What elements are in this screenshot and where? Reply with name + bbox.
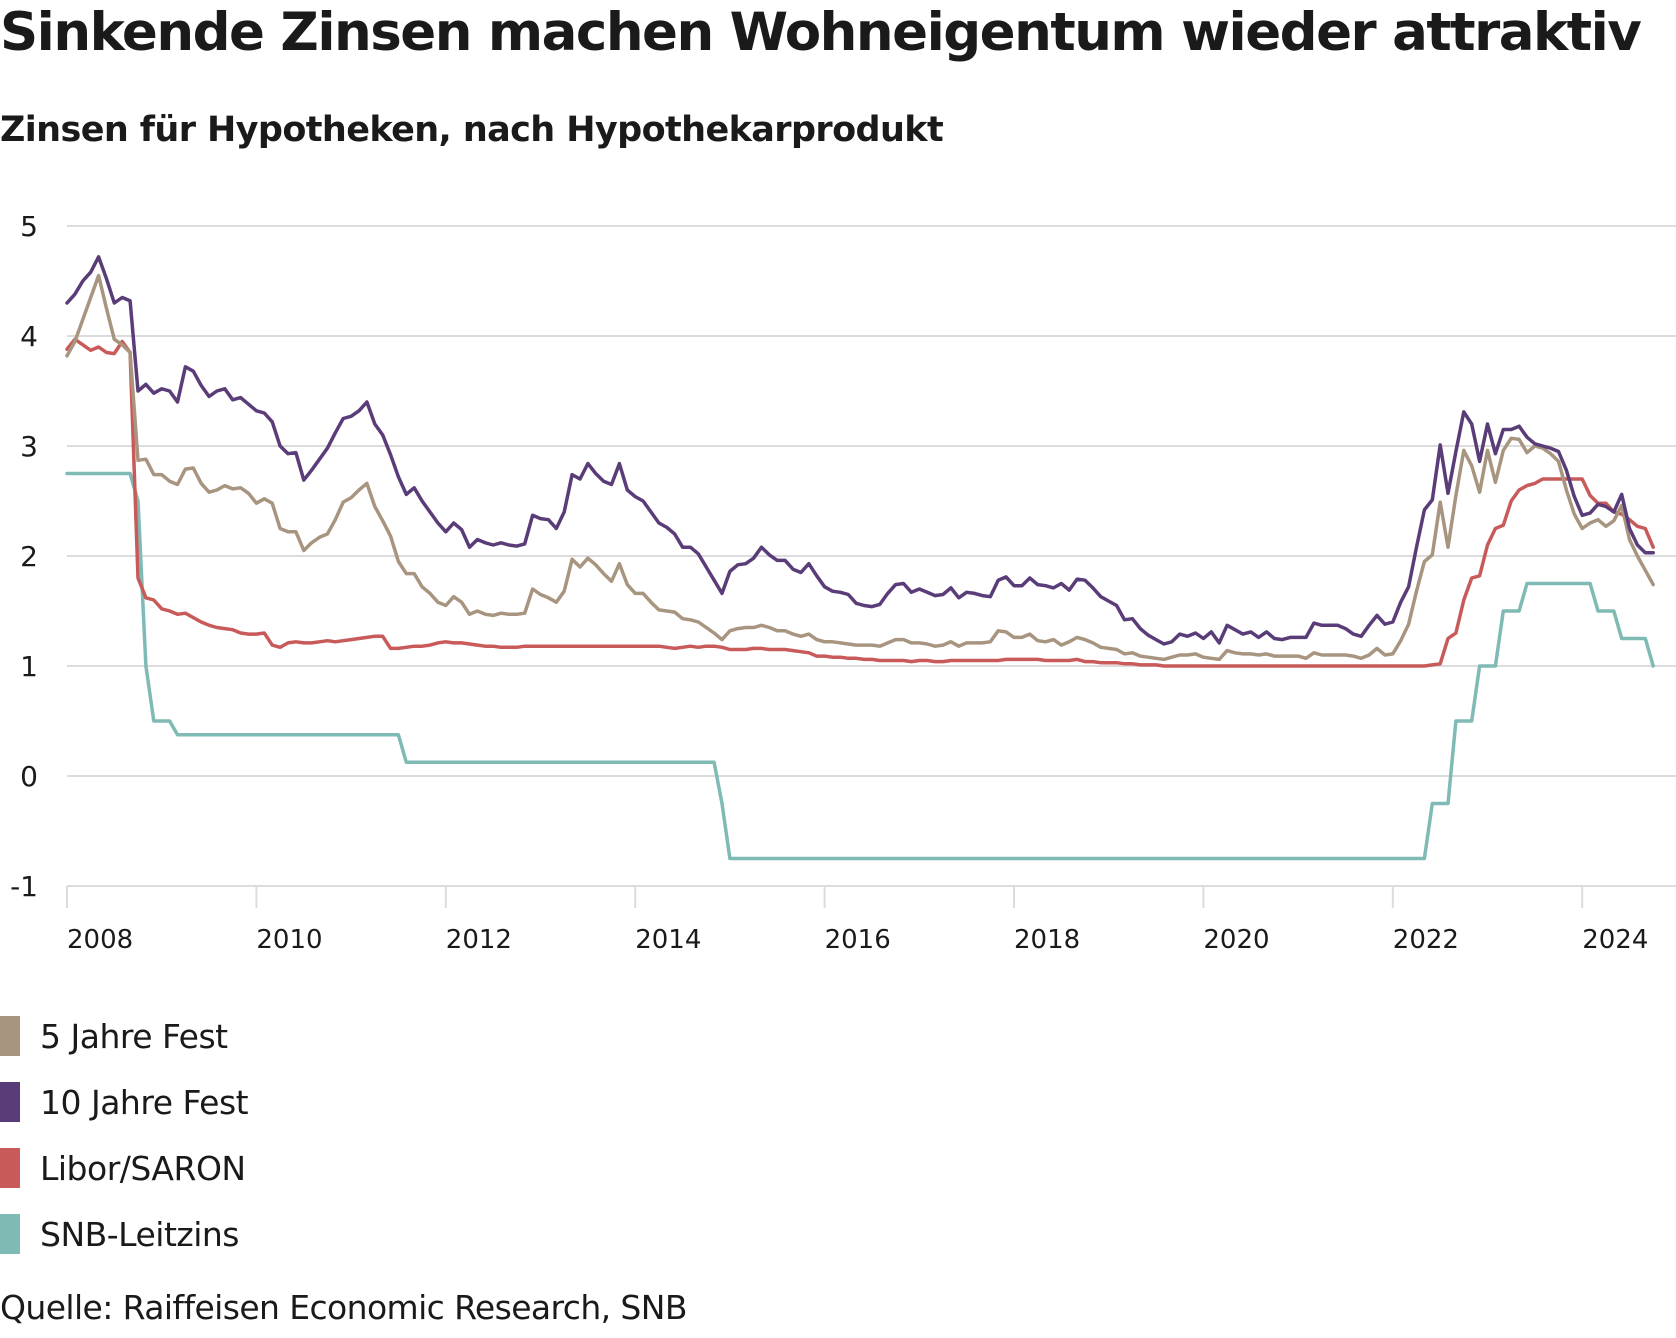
y-tick-label: 2 bbox=[20, 540, 38, 573]
legend-swatch bbox=[0, 1214, 20, 1254]
legend-item-10-jahre-fest: 10 Jahre Fest bbox=[0, 1069, 249, 1135]
y-tick-label: 3 bbox=[20, 430, 38, 463]
x-tick-label: 2018 bbox=[1014, 925, 1080, 955]
legend-label: SNB-Leitzins bbox=[40, 1214, 240, 1254]
legend-item-libor-saron: Libor/SARON bbox=[0, 1135, 248, 1201]
legend-swatch bbox=[0, 1148, 20, 1188]
x-axis: 2008 2010 2012 2014 2016 2018 2020 2022 2024 bbox=[66, 886, 1648, 955]
series-line-10-jahre-fest bbox=[65, 255, 1655, 646]
x-tick-label: 2016 bbox=[825, 925, 891, 955]
legend: 5 Jahre Fest 10 Jahre Fest Libor/SARON S… bbox=[0, 1003, 249, 1267]
line-chart: -1 0 1 2 3 4 5 2008 2010 2012 2014 2016 2018 2020 202… bbox=[10, 210, 1676, 955]
y-tick-label: 5 bbox=[20, 210, 38, 243]
x-tick-label: 2008 bbox=[67, 925, 133, 955]
legend-swatch bbox=[0, 1016, 20, 1056]
legend-label: 10 Jahre Fest bbox=[40, 1082, 249, 1122]
source-note: Quelle: Raiffeisen Economic Research, SN… bbox=[0, 1288, 688, 1327]
legend-item-snb-leitzins: SNB-Leitzins bbox=[0, 1201, 248, 1267]
y-axis: -1 0 1 2 3 4 5 bbox=[10, 210, 38, 903]
y-tick-label: -1 bbox=[10, 870, 38, 903]
y-tick-label: 0 bbox=[20, 760, 38, 793]
y-tick-label: 1 bbox=[20, 650, 38, 683]
legend-label: 5 Jahre Fest bbox=[40, 1016, 228, 1056]
y-tick-label: 4 bbox=[20, 320, 38, 353]
x-tick-label: 2010 bbox=[256, 925, 322, 955]
series-line-libor-saron bbox=[65, 337, 1655, 668]
x-tick-label: 2024 bbox=[1582, 925, 1648, 955]
x-tick-label: 2020 bbox=[1203, 925, 1269, 955]
series-line-snb-leitzins bbox=[65, 471, 1655, 861]
legend-item-5-jahre-fest: 5 Jahre Fest bbox=[0, 1003, 248, 1069]
chart-title: Sinkende Zinsen machen Wohneigentum wied… bbox=[0, 2, 1642, 63]
legend-swatch bbox=[0, 1082, 20, 1122]
legend-label: Libor/SARON bbox=[40, 1148, 246, 1188]
chart-subtitle: Zinsen für Hypotheken, nach Hypothekarpr… bbox=[0, 110, 944, 150]
series-lines bbox=[65, 255, 1655, 861]
series-line-5-jahre-fest bbox=[65, 273, 1655, 662]
gridlines bbox=[67, 225, 1676, 887]
x-tick-label: 2012 bbox=[446, 925, 512, 955]
x-tick-label: 2022 bbox=[1393, 925, 1459, 955]
x-tick-label: 2014 bbox=[635, 925, 701, 955]
